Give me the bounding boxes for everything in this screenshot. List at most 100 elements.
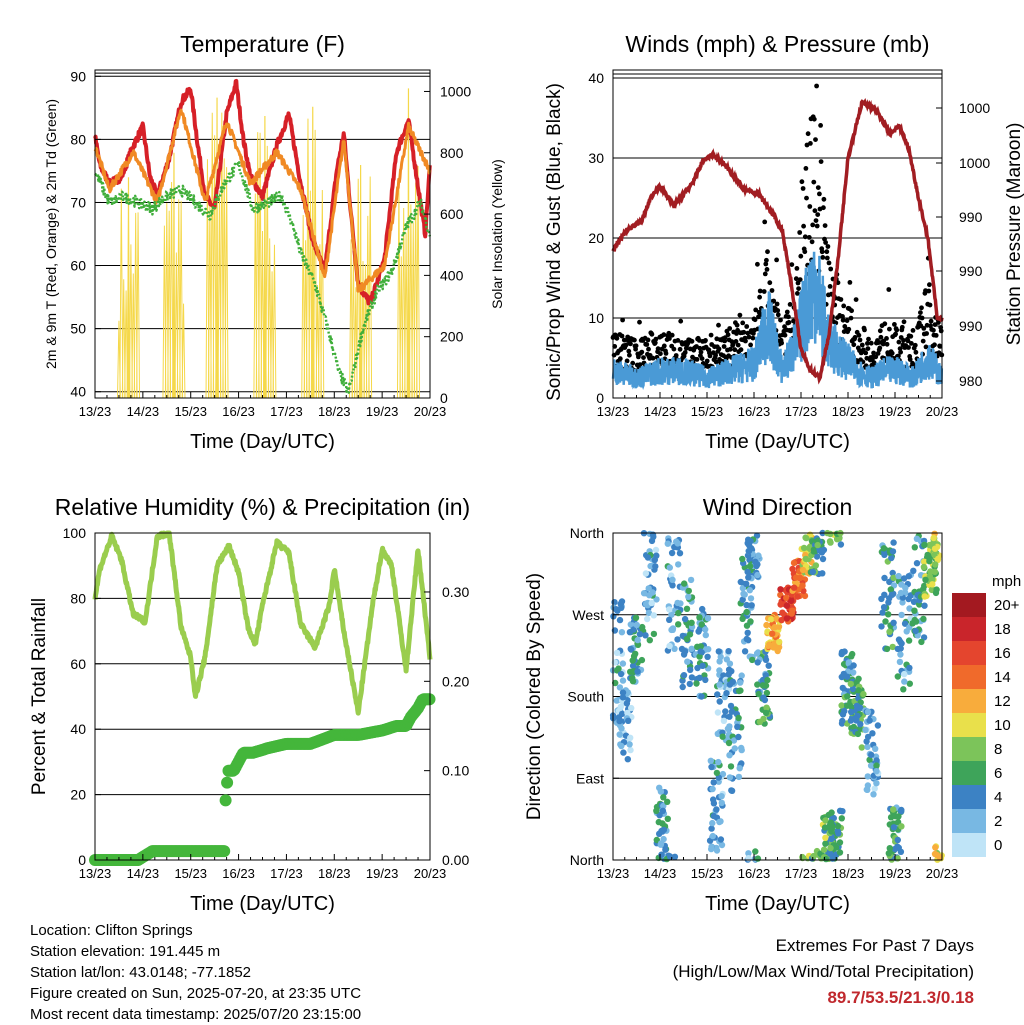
direction-point [894, 836, 901, 844]
gust-point [847, 280, 853, 285]
direction-point [857, 721, 864, 728]
direction-point [848, 703, 855, 711]
y-right-tick-label: 200 [440, 329, 464, 345]
direction-point [666, 642, 673, 650]
direction-point [634, 641, 642, 648]
direction-point [755, 552, 762, 559]
gust-point [873, 354, 879, 360]
direction-point [685, 587, 692, 595]
y-tick-label: South [567, 689, 604, 705]
y-right-tick-label: 0.30 [442, 584, 469, 600]
direction-point [696, 674, 703, 681]
gust-point [713, 352, 718, 358]
direction-point [726, 713, 733, 720]
gust-point [937, 344, 943, 349]
gust-point [823, 240, 828, 245]
direction-point [873, 768, 880, 775]
gust-point [886, 287, 892, 292]
gust-point [778, 317, 783, 323]
x-axis-title: Time (Day/UTC) [190, 893, 335, 915]
gust-point [639, 349, 645, 355]
direction-point [681, 580, 688, 587]
gust-point [646, 346, 651, 352]
solar-spike [179, 200, 184, 399]
y-axis-title: Direction (Colored By Speed) [524, 573, 545, 820]
direction-point [664, 540, 671, 547]
direction-point [616, 684, 624, 691]
gust-point [623, 342, 629, 348]
gust-point [794, 266, 800, 271]
direction-point [858, 744, 865, 751]
direction-point [714, 709, 722, 716]
direction-point [895, 813, 902, 820]
direction-point [744, 629, 751, 636]
x-tick-label: 17/23 [270, 404, 303, 419]
direction-point [885, 850, 892, 857]
gust-point [893, 331, 898, 337]
direction-point [713, 806, 720, 813]
direction-point [616, 616, 624, 624]
direction-point [775, 623, 783, 630]
solar-spike [301, 214, 306, 399]
gust-point [932, 342, 937, 348]
direction-point [619, 677, 627, 684]
gust-point [750, 335, 756, 341]
colorbar-swatch [952, 785, 986, 809]
gust-point [919, 315, 925, 321]
gust-point [849, 308, 854, 314]
direction-point [632, 614, 640, 621]
direction-point [713, 769, 721, 777]
gust-point [681, 353, 687, 359]
direction-point [777, 586, 784, 593]
direction-point [644, 615, 651, 623]
gust-point [757, 288, 763, 294]
gust-point [764, 267, 770, 272]
direction-point [886, 845, 893, 852]
gust-point [767, 280, 773, 286]
gust-point [820, 255, 826, 260]
gust-point [875, 351, 881, 356]
direction-point [685, 593, 692, 600]
direction-point [828, 809, 835, 816]
direction-point [749, 656, 756, 664]
direction-point [718, 793, 725, 800]
gust-point [824, 249, 830, 255]
direction-point [921, 541, 928, 549]
direction-point [900, 686, 907, 693]
direction-point [898, 823, 905, 830]
direction-point [639, 623, 646, 631]
y-right-tick-label: 0.00 [442, 852, 469, 868]
y-right-tick-label: 990 [959, 318, 983, 334]
direction-point [776, 638, 783, 646]
y-tick-label: East [576, 770, 604, 786]
direction-point [867, 762, 875, 769]
direction-point [739, 596, 746, 603]
direction-point [741, 648, 749, 655]
direction-point [783, 602, 791, 609]
direction-point [658, 851, 665, 858]
direction-point [678, 645, 686, 653]
direction-point [745, 574, 752, 581]
direction-point [652, 546, 660, 554]
direction-point [747, 538, 754, 545]
temp-series [93, 108, 432, 293]
direction-point [803, 534, 810, 542]
gust-point [649, 331, 655, 337]
direction-point [886, 595, 893, 602]
direction-point [932, 844, 939, 851]
direction-point [696, 614, 703, 621]
y-right-axis-title: Solar Insolation (Yellow) [489, 159, 505, 309]
direction-point [645, 609, 653, 617]
direction-point [624, 756, 631, 763]
gust-point [644, 342, 650, 347]
y-right-tick-label: 800 [440, 145, 464, 161]
colorbar-swatch [952, 761, 986, 785]
gust-point [775, 308, 781, 313]
direction-point [694, 664, 701, 672]
direction-point [812, 562, 820, 569]
direction-point [709, 819, 716, 827]
gust-point [798, 253, 804, 259]
direction-point [783, 594, 790, 602]
direction-point [625, 717, 632, 724]
gust-point [637, 319, 642, 325]
